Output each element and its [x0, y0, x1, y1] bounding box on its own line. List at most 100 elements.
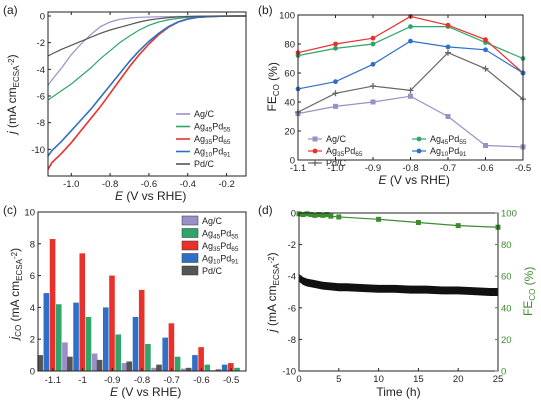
panel-b-legend-label-part: 55 — [459, 139, 467, 146]
panel-c-legend-label-part: Pd/C — [202, 266, 223, 276]
panel-c-legend-label-part: Ag — [202, 229, 213, 239]
panel-c-bar — [215, 369, 222, 371]
panel-b-x-tick-label: -0.6 — [477, 163, 493, 174]
panel-a-y-tick-label: -8 — [37, 118, 45, 129]
panel-c-bar — [234, 367, 240, 371]
panel-a-legend-label-part: Pd — [212, 147, 223, 157]
panel-b-y-tick-label: 20 — [284, 127, 295, 138]
panel-b-data-point — [408, 38, 413, 44]
panel-c-x-tick-label: -0.5 — [223, 375, 239, 386]
panel-c-y-tick-label: 2 — [30, 335, 35, 346]
panel-b-data-point — [408, 24, 413, 29]
panel-d-y-tick-label: -8 — [288, 335, 296, 346]
panel-d-y2-tick-label: 60 — [501, 272, 512, 283]
panel-d-x-tick-label: 25 — [493, 374, 504, 385]
panel-c-y-tick-label: 8 — [30, 239, 35, 250]
panel-a-legend-label: Ag10Pd91 — [194, 147, 231, 159]
panel-b-legend-label: Pd/C — [326, 158, 347, 168]
panel-a-y-axis-label: j (mA cmECSA-2) — [5, 54, 21, 136]
panel-c-bar — [138, 289, 145, 371]
panel-d-current-trace — [299, 273, 498, 296]
panel-b-data-point — [333, 79, 338, 85]
panel-d-y-axis-label-part: j — [265, 329, 279, 334]
panel-c-x-tick-label: -0.6 — [193, 375, 209, 386]
panel-c-bar — [192, 355, 198, 371]
panel-c-bar — [132, 316, 139, 371]
panel-d-y2-axis-label-part: CO — [528, 289, 537, 301]
panel-a-y-tick-label: -10 — [31, 145, 45, 156]
panel-b-data-point — [483, 143, 488, 148]
panel-b-data-point — [407, 87, 414, 94]
panel-a-legend-label: Ag45Pd55 — [194, 122, 231, 134]
panel-b-legend-label-part: 35 — [337, 151, 345, 158]
panel-d-fe-point — [324, 212, 330, 218]
panel-b-series-line — [297, 40, 524, 90]
panel-a-x-axis-label: E (V vs RHE) — [115, 189, 186, 203]
panel-b-data-point — [333, 41, 338, 47]
panel-b-x-tick-label: -0.8 — [402, 163, 418, 174]
panel-a-legend-label-part: Ag/C — [194, 109, 215, 119]
panel-b-data-point — [482, 65, 489, 72]
panel-b-data-point — [483, 37, 488, 43]
panel-c-legend-label-part: Pd — [220, 241, 231, 251]
panel-a-legend-label-part: 65 — [223, 139, 231, 146]
panel-a-y-axis-label-part: ) — [5, 54, 19, 58]
panel-c-legend-swatch — [181, 228, 199, 238]
panel-d-y2-tick-label: 80 — [501, 240, 512, 251]
panel-c-bar — [73, 302, 79, 371]
panel-a-legend-label: Ag35Pd65 — [194, 134, 231, 146]
panel-b-data-point — [483, 47, 488, 53]
panel-c-legend-label: Ag/C — [202, 216, 223, 226]
panel-c-legend-label: Ag10Pd91 — [202, 254, 239, 266]
panel-d-y-axis-label-part: ) — [265, 252, 279, 256]
panel-c-legend-label-part: 91 — [231, 259, 239, 266]
panel-b-faradaic-efficiency-chart: (b) -1.1 -1.0 -0.9 -0.8 -0.7 -0.6 -0.5 0 20 40 60 80… — [258, 3, 531, 187]
panel-a-legend-label-part: Pd — [212, 122, 223, 132]
panel-b-legend-marker — [312, 160, 318, 166]
panel-b-y-axis-label-part: (%) — [266, 62, 280, 84]
panel-c-bar — [221, 364, 228, 371]
panel-c-bar — [126, 361, 133, 371]
panel-c-bar — [198, 347, 204, 371]
panel-d-y2-axis-label: FECO (%) — [521, 267, 537, 316]
panel-d-plot-frame — [298, 212, 499, 372]
panel-a-legend-label-part: 45 — [205, 127, 213, 134]
panel-a-legend-label-part: 55 — [223, 127, 231, 134]
panel-a-y-axis-label-part: -2 — [7, 58, 16, 66]
panel-d-stability-chart: (d)0 5 10 15 20 250-2-4-6-8-10 020406080100Tim… — [258, 203, 537, 399]
panel-d-fe-point — [320, 212, 326, 218]
panel-b-x-axis-label-part: E — [379, 173, 388, 187]
panel-b-data-point — [370, 61, 376, 67]
panel-c-y-axis-label-part: ) — [8, 248, 22, 252]
panel-c-legend-label-part: 55 — [231, 234, 239, 241]
panel-d-fe-point — [336, 214, 342, 220]
panel-a-x-tick-label: -0.2 — [218, 179, 234, 190]
panel-c-legend-label-part: 45 — [213, 234, 221, 241]
panel-a-x-axis-label-part: (V vs RHE) — [123, 189, 186, 203]
panel-c-legend-label-part: Pd — [220, 229, 231, 239]
panel-b-x-tick-label: -1.0 — [327, 163, 343, 174]
panel-b-data-point — [370, 99, 376, 105]
panel-d-x-tick-label: 10 — [373, 374, 384, 385]
panel-b-legend-label-part: 10 — [441, 151, 449, 158]
panel-c-x-axis-label: E (V vs RHE) — [110, 385, 181, 399]
panel-c-x-tick-label: -1.1 — [45, 375, 61, 386]
panel-d-y2-tick-label: 20 — [501, 335, 512, 346]
panel-a-legend-label-part: Pd/C — [194, 159, 215, 169]
panel-d-fe-point — [316, 212, 322, 218]
panel-d-x-tick-label: 15 — [413, 374, 424, 385]
panel-b-legend-label-part: Pd — [448, 146, 459, 156]
panel-c-y-axis-label-part: -2 — [10, 251, 19, 259]
panel-a-series-line — [47, 15, 246, 57]
panel-c-bar — [85, 316, 92, 371]
panel-d-y-tick-label: 0 — [291, 209, 296, 220]
panel-b-legend-label: Ag10Pd91 — [430, 146, 467, 158]
panel-a-x-tick-label: -0.6 — [141, 179, 157, 190]
panel-a-legend-label-part: Ag — [194, 122, 205, 132]
panel-c-y-axis-label-part: j — [7, 337, 21, 342]
panel-b-y-tick-label: 80 — [284, 40, 295, 51]
panel-c-legend-label: Ag45Pd55 — [202, 229, 239, 241]
panel-b-y-tick-label: 60 — [284, 69, 295, 80]
panel-a-x-axis-label-part: E — [115, 189, 124, 203]
